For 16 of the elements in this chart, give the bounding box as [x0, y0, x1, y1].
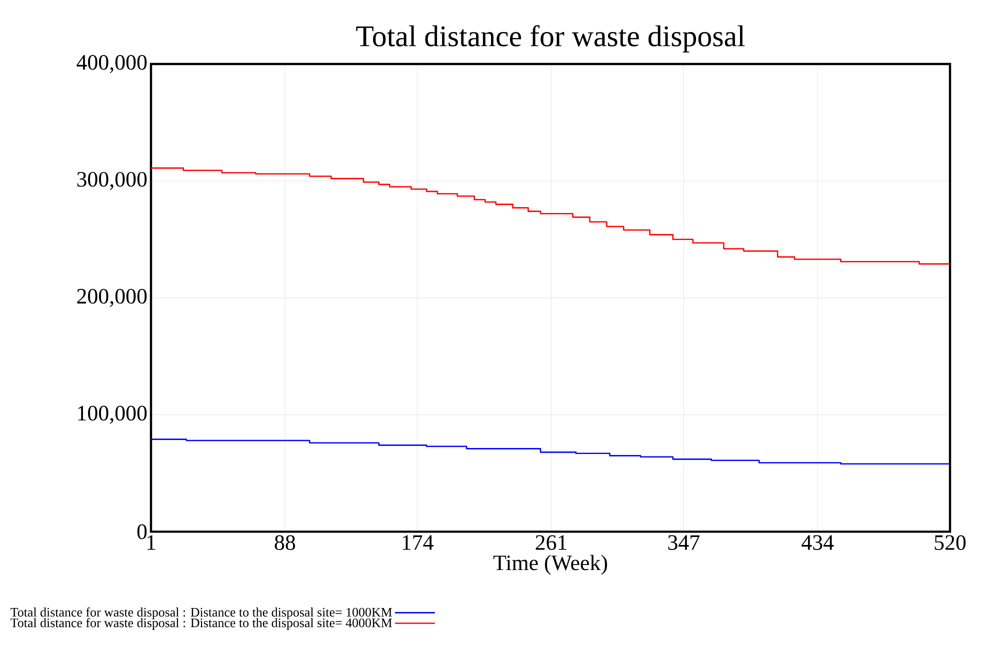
- x-axis-title: Time (Week): [493, 554, 608, 575]
- legend-label: Total distance for waste disposal : Distance to the disposal site= 1000KM: [10, 607, 392, 620]
- legend-label: Total distance for waste disposal : Distance to the disposal site= 4000KM: [10, 618, 392, 630]
- x-tick-label: 520: [934, 535, 966, 550]
- chart-title: Total distance for waste disposal: [356, 25, 745, 52]
- x-tick-label: 174: [402, 535, 434, 550]
- y-tick-label: 0: [137, 524, 147, 540]
- x-tick-label: 347: [668, 535, 700, 550]
- y-tick-label: 100,000: [78, 406, 147, 424]
- y-tick-label: 200,000: [77, 288, 147, 307]
- y-tick-label: 300,000: [77, 172, 147, 190]
- x-tick-label: 1: [147, 535, 156, 550]
- y-tick-label: 400,000: [76, 55, 147, 73]
- x-tick-label: 434: [802, 535, 834, 550]
- x-tick-label: 88: [274, 535, 296, 550]
- x-tick-label: 261: [536, 535, 566, 550]
